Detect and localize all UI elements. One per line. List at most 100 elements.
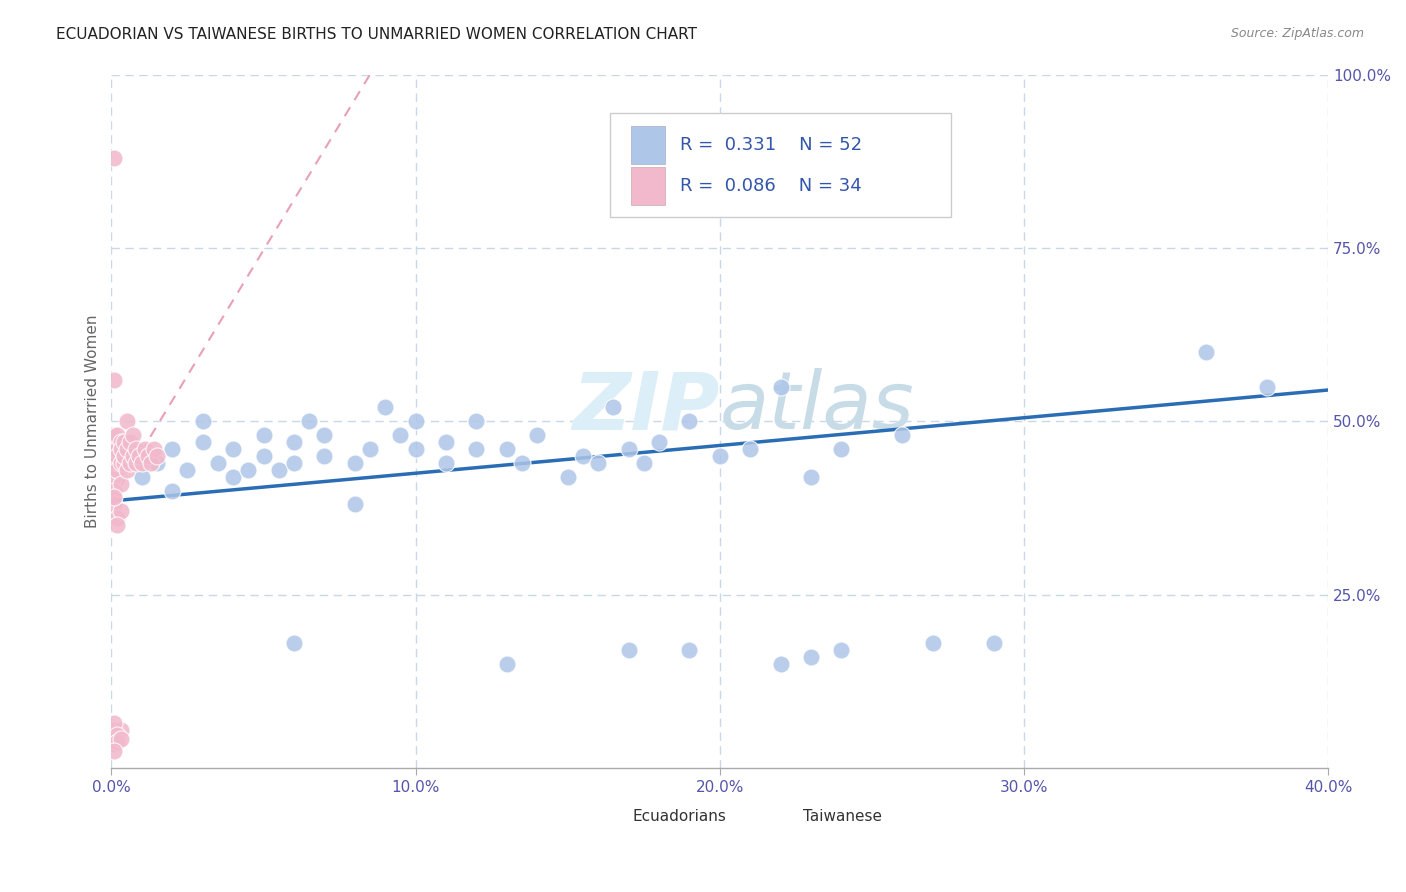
- Point: [128, 449, 150, 463]
- Point: [283, 456, 305, 470]
- Point: [983, 636, 1005, 650]
- Point: [103, 723, 125, 737]
- Point: [131, 456, 153, 470]
- Point: [115, 414, 138, 428]
- Point: [107, 518, 129, 533]
- Point: [103, 373, 125, 387]
- Point: [891, 428, 914, 442]
- Point: [107, 728, 129, 742]
- Point: [107, 456, 129, 470]
- Point: [238, 463, 260, 477]
- Point: [121, 449, 143, 463]
- Point: [252, 428, 274, 442]
- Point: [526, 428, 548, 442]
- Point: [617, 442, 640, 456]
- Point: [136, 449, 159, 463]
- Point: [572, 449, 595, 463]
- Point: [118, 456, 141, 470]
- Text: ECUADORIAN VS TAIWANESE BIRTHS TO UNMARRIED WOMEN CORRELATION CHART: ECUADORIAN VS TAIWANESE BIRTHS TO UNMARR…: [56, 27, 697, 42]
- Point: [107, 463, 129, 477]
- Point: [115, 463, 138, 477]
- Y-axis label: Births to Unmarried Women: Births to Unmarried Women: [86, 315, 100, 528]
- Point: [800, 650, 823, 665]
- Text: ZIP: ZIP: [572, 368, 720, 446]
- Text: R =  0.086    N = 34: R = 0.086 N = 34: [679, 177, 862, 195]
- Point: [769, 657, 792, 671]
- Point: [359, 442, 381, 456]
- Point: [283, 435, 305, 450]
- Text: Taiwanese: Taiwanese: [803, 809, 882, 824]
- Point: [465, 414, 488, 428]
- Point: [314, 428, 336, 442]
- Point: [495, 657, 517, 671]
- Text: Source: ZipAtlas.com: Source: ZipAtlas.com: [1230, 27, 1364, 40]
- FancyBboxPatch shape: [610, 112, 950, 217]
- Bar: [631, 126, 665, 164]
- Point: [110, 435, 132, 450]
- Point: [112, 449, 135, 463]
- Point: [343, 456, 366, 470]
- Point: [633, 456, 655, 470]
- Point: [314, 449, 336, 463]
- Point: [709, 449, 731, 463]
- Point: [769, 379, 792, 393]
- Point: [648, 435, 671, 450]
- Point: [678, 414, 700, 428]
- Point: [110, 476, 132, 491]
- Point: [740, 442, 762, 456]
- Point: [146, 456, 169, 470]
- Point: [112, 435, 135, 450]
- Point: [115, 442, 138, 456]
- Point: [191, 414, 214, 428]
- Point: [434, 435, 457, 450]
- Point: [1195, 344, 1218, 359]
- Point: [103, 428, 125, 442]
- Point: [222, 469, 245, 483]
- Point: [191, 435, 214, 450]
- Point: [107, 511, 129, 525]
- Point: [465, 442, 488, 456]
- Point: [298, 414, 321, 428]
- Point: [343, 497, 366, 511]
- Point: [110, 456, 132, 470]
- Point: [389, 428, 412, 442]
- Point: [434, 456, 457, 470]
- Point: [921, 636, 943, 650]
- Point: [131, 449, 153, 463]
- Point: [678, 643, 700, 657]
- Point: [110, 504, 132, 518]
- Point: [107, 449, 129, 463]
- Point: [252, 449, 274, 463]
- Point: [146, 449, 169, 463]
- Point: [103, 151, 125, 165]
- Point: [112, 456, 135, 470]
- Point: [557, 469, 579, 483]
- Point: [617, 643, 640, 657]
- Point: [110, 723, 132, 737]
- Point: [602, 401, 624, 415]
- Point: [103, 715, 125, 730]
- Point: [586, 456, 609, 470]
- Point: [121, 428, 143, 442]
- Point: [176, 463, 198, 477]
- Point: [107, 442, 129, 456]
- Point: [830, 442, 852, 456]
- Bar: [769, 803, 796, 830]
- Point: [131, 469, 153, 483]
- Point: [510, 456, 533, 470]
- Point: [103, 737, 125, 751]
- Point: [103, 456, 125, 470]
- Point: [800, 469, 823, 483]
- Point: [107, 734, 129, 748]
- Text: Ecuadorians: Ecuadorians: [633, 809, 725, 824]
- Text: R =  0.331    N = 52: R = 0.331 N = 52: [679, 136, 862, 154]
- Point: [374, 401, 396, 415]
- Point: [103, 491, 125, 505]
- Point: [162, 442, 184, 456]
- Point: [222, 442, 245, 456]
- Text: atlas: atlas: [720, 368, 914, 446]
- Point: [134, 442, 156, 456]
- Point: [118, 435, 141, 450]
- Point: [110, 442, 132, 456]
- Point: [143, 442, 166, 456]
